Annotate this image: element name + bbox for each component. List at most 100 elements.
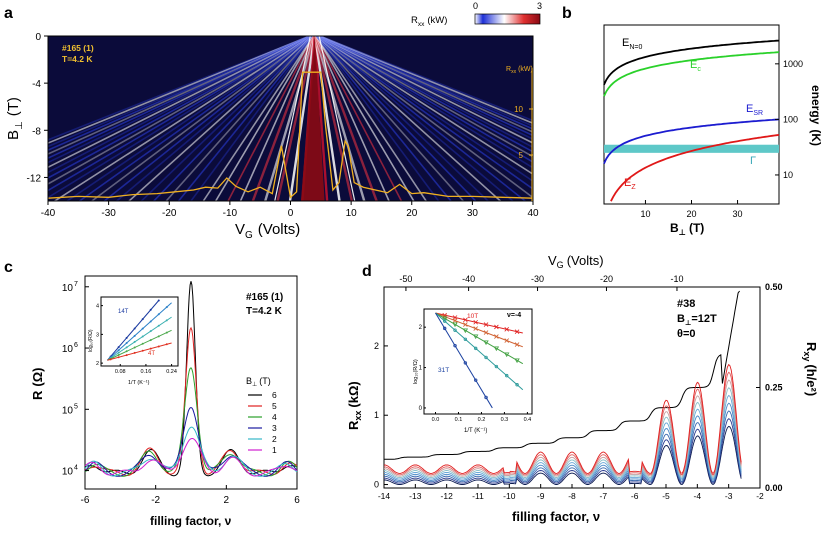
panel-d-annotation-angle: θ=0: [677, 328, 696, 340]
inset-point: [463, 337, 468, 341]
inset-point: [453, 343, 457, 348]
panel-a: -40 -30 -20 -10 0 10 20 30 40 0-4-8-12 105 Rxx (k…: [5, 1, 542, 241]
x-tick-label: -12: [441, 491, 454, 501]
x-tick-label: 10: [640, 209, 650, 219]
inset-x-tick-label: 0.08: [115, 369, 126, 375]
heatmap-stripe: [288, 36, 316, 201]
inset-fit-line: [435, 312, 493, 409]
inset-point: [463, 322, 468, 327]
legend-entry: 5: [272, 401, 277, 411]
inset-point: [484, 395, 488, 400]
heatmap-stripe: [315, 36, 465, 201]
inset-y-tick-label: 3: [96, 332, 99, 338]
heatmap-stripe: [317, 36, 533, 130]
heatmap-stripe: [317, 36, 533, 141]
panel-d-x-label: filling factor, ν: [512, 509, 600, 524]
inset-fit-line: [435, 312, 523, 348]
panel-label-a: a: [4, 5, 13, 22]
panel-c-inset-frame: [100, 296, 179, 367]
panel-label-d: d: [362, 263, 372, 280]
panel-d-inset-frame: [423, 308, 533, 415]
rxx-oscillation-curve: [383, 410, 742, 483]
heatmap-stripe: [48, 36, 313, 159]
inset-point: [483, 322, 489, 327]
heatmap-stripe: [103, 36, 314, 201]
inset-point: [514, 342, 520, 347]
x-tick-label: -2: [151, 495, 160, 506]
overlay-ticks: 10 5: [514, 68, 533, 201]
x-tick-label: -6: [81, 495, 90, 506]
inset-point: [125, 336, 128, 339]
inset-d-y-label: log₁₀(R/Ω): [413, 359, 419, 384]
heatmap-stripe: [214, 36, 315, 201]
inset-point: [157, 335, 160, 338]
inset-point: [157, 345, 160, 348]
inset-point: [504, 352, 510, 358]
inset-point: [504, 327, 510, 332]
heatmap-stripe: [316, 36, 533, 144]
top-tick-label: -50: [399, 274, 412, 284]
overlay-tick-label: 10: [514, 105, 523, 114]
inset-point: [453, 328, 457, 332]
inset-point: [474, 346, 478, 351]
panel-c-annotation-sample: #165 (1): [246, 292, 283, 303]
heatmap-stripe: [140, 36, 314, 201]
x-tick-label: -5: [662, 491, 670, 501]
panel-a-y-label: B⊥(T): [5, 97, 25, 140]
heatmap-stripe: [315, 36, 527, 201]
panel-c-frame: [84, 275, 298, 490]
legend-title: B⊥ (T): [246, 376, 271, 388]
panel-a-annotation-temp: T=4.2 K: [62, 54, 93, 64]
x-tick-label: -30: [101, 208, 116, 219]
heatmap-stripe: [316, 36, 533, 199]
inset-point: [125, 350, 128, 353]
heatmap-stripe: [315, 36, 515, 201]
panel-a-x-label: VG (Volts): [235, 221, 300, 241]
inset-point: [149, 347, 152, 350]
heatmap-stripe: [315, 36, 428, 201]
y-tick-label: 10: [62, 405, 74, 416]
inset-point: [141, 349, 144, 352]
inset-point: [133, 340, 136, 343]
heatmap-stripe: [48, 36, 314, 199]
top-tick-label: -20: [600, 274, 613, 284]
gamma-band: [604, 144, 779, 153]
rxx-oscillation-curve: [384, 425, 742, 485]
x-tick-label: -8: [568, 491, 576, 501]
y-tick-exponent: 4: [74, 465, 78, 472]
legend-entry: 1: [272, 445, 277, 455]
heatmap-stripe: [53, 36, 314, 201]
inset-x-tick-label: 0.0: [432, 417, 440, 423]
overlay-tick-label: 5: [519, 151, 524, 160]
y-tick-label: -4: [32, 79, 41, 90]
heatmap-stripe: [263, 36, 316, 201]
x-tick-label: -10: [223, 208, 238, 219]
rxy-staircase: [384, 290, 740, 460]
inset-point: [514, 358, 520, 364]
overlay-axis-label: Rxx (kW): [506, 66, 533, 75]
colorbar: [474, 13, 541, 25]
inset-point: [442, 326, 447, 331]
inset-point: [484, 355, 488, 360]
x-tick-label: -20: [162, 208, 177, 219]
heatmap-stripe: [165, 36, 315, 201]
heatmap-stripe: [315, 36, 415, 201]
y-tick-label: 100: [783, 114, 798, 124]
heatmap-stripe: [316, 36, 533, 153]
panel-c-x-label: filling factor, ν: [150, 514, 232, 528]
label-e-c: Ec: [690, 59, 701, 73]
panel-c-x-ticks: -6 -2 2 6: [81, 485, 300, 506]
heatmap-stripe: [48, 36, 313, 151]
heatmap-stripe: [177, 36, 315, 201]
inset-y-tick-label: 1: [419, 366, 423, 372]
heatmap-stripe: [115, 36, 314, 201]
y-tick-label: 10: [62, 283, 74, 294]
heatmap-stripe: [152, 36, 314, 201]
heatmap-stripe: [315, 36, 440, 201]
heatmap-stripe: [202, 36, 315, 201]
x-tick-label: -7: [600, 491, 608, 501]
heatmap-stripe: [78, 36, 314, 201]
x-tick-label: -3: [725, 491, 733, 501]
inset-point: [117, 356, 120, 359]
